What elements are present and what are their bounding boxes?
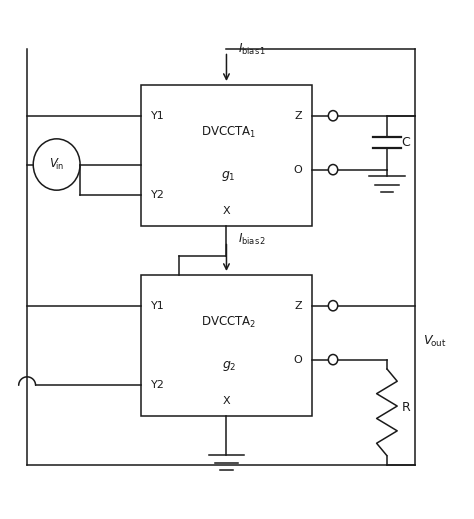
Text: C: C xyxy=(401,136,410,149)
Text: X: X xyxy=(223,395,230,406)
Text: X: X xyxy=(223,206,230,216)
Text: Y1: Y1 xyxy=(151,301,165,311)
Text: DVCCTA$_1$: DVCCTA$_1$ xyxy=(201,125,256,140)
Bar xyxy=(141,275,312,416)
Text: $g_2$: $g_2$ xyxy=(221,359,236,373)
Text: O: O xyxy=(294,165,302,175)
Text: $I_{\mathrm{bias\,2}}$: $I_{\mathrm{bias\,2}}$ xyxy=(238,231,266,247)
Text: DVCCTA$_2$: DVCCTA$_2$ xyxy=(201,315,256,330)
Text: Y2: Y2 xyxy=(151,380,165,390)
Text: Z: Z xyxy=(295,301,302,311)
Text: Z: Z xyxy=(295,111,302,121)
Bar xyxy=(141,85,312,226)
Text: $I_{\mathrm{bias\,1}}$: $I_{\mathrm{bias\,1}}$ xyxy=(238,42,266,57)
Text: Y1: Y1 xyxy=(151,111,165,121)
Text: $V_{\!\mathrm{out}}$: $V_{\!\mathrm{out}}$ xyxy=(423,334,447,349)
Text: Y2: Y2 xyxy=(151,190,165,200)
Text: R: R xyxy=(402,401,410,414)
Text: $g_1$: $g_1$ xyxy=(221,169,236,183)
Text: O: O xyxy=(294,354,302,365)
Text: $V_{\!\mathrm{in}}$: $V_{\!\mathrm{in}}$ xyxy=(49,157,64,172)
